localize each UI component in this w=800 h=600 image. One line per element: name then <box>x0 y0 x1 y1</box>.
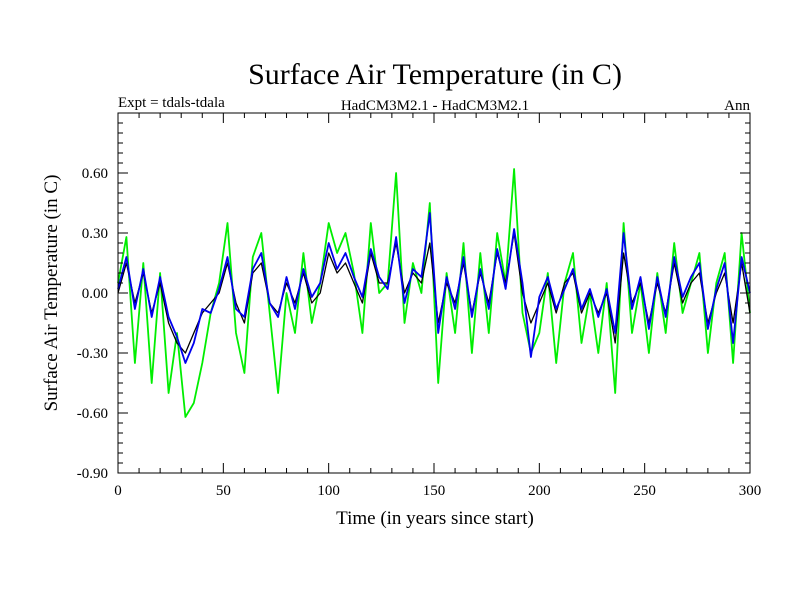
axis-layer: 0 50 100 150 200 250 300 -0.90 -0.60 -0.30 0.00 0.3… <box>77 113 762 499</box>
x-axis-label: Time (in years since start) <box>336 508 534 529</box>
series-layer <box>117 168 751 418</box>
series-line-green <box>117 168 751 418</box>
x-tick-label: 150 <box>423 483 446 499</box>
experiment-label: Expt = tdals-tdala <box>118 95 225 111</box>
y-tick-label: -0.30 <box>77 346 108 362</box>
y-tick-label: 0.00 <box>82 286 108 302</box>
x-tick-label: 300 <box>739 483 762 499</box>
plot-frame <box>117 112 751 474</box>
series-line-blue <box>117 212 751 364</box>
x-tick-label: 250 <box>633 483 656 499</box>
x-tick-label: 200 <box>528 483 551 499</box>
x-tick-label: 0 <box>114 483 122 499</box>
x-tick-label: 50 <box>216 483 231 499</box>
y-tick-label: -0.90 <box>77 466 108 482</box>
y-tick-label: 0.30 <box>82 226 108 242</box>
y-tick-label: 0.60 <box>82 166 108 182</box>
model-label: HadCM3M2.1 - HadCM3M2.1 <box>341 98 529 114</box>
y-axis-label: Surface Air Temperature (in C) <box>41 175 62 412</box>
period-label: Ann <box>724 98 750 114</box>
x-tick-label: 100 <box>317 483 340 499</box>
y-tick-label: -0.60 <box>77 406 108 422</box>
chart-title: Surface Air Temperature (in C) <box>248 58 622 91</box>
